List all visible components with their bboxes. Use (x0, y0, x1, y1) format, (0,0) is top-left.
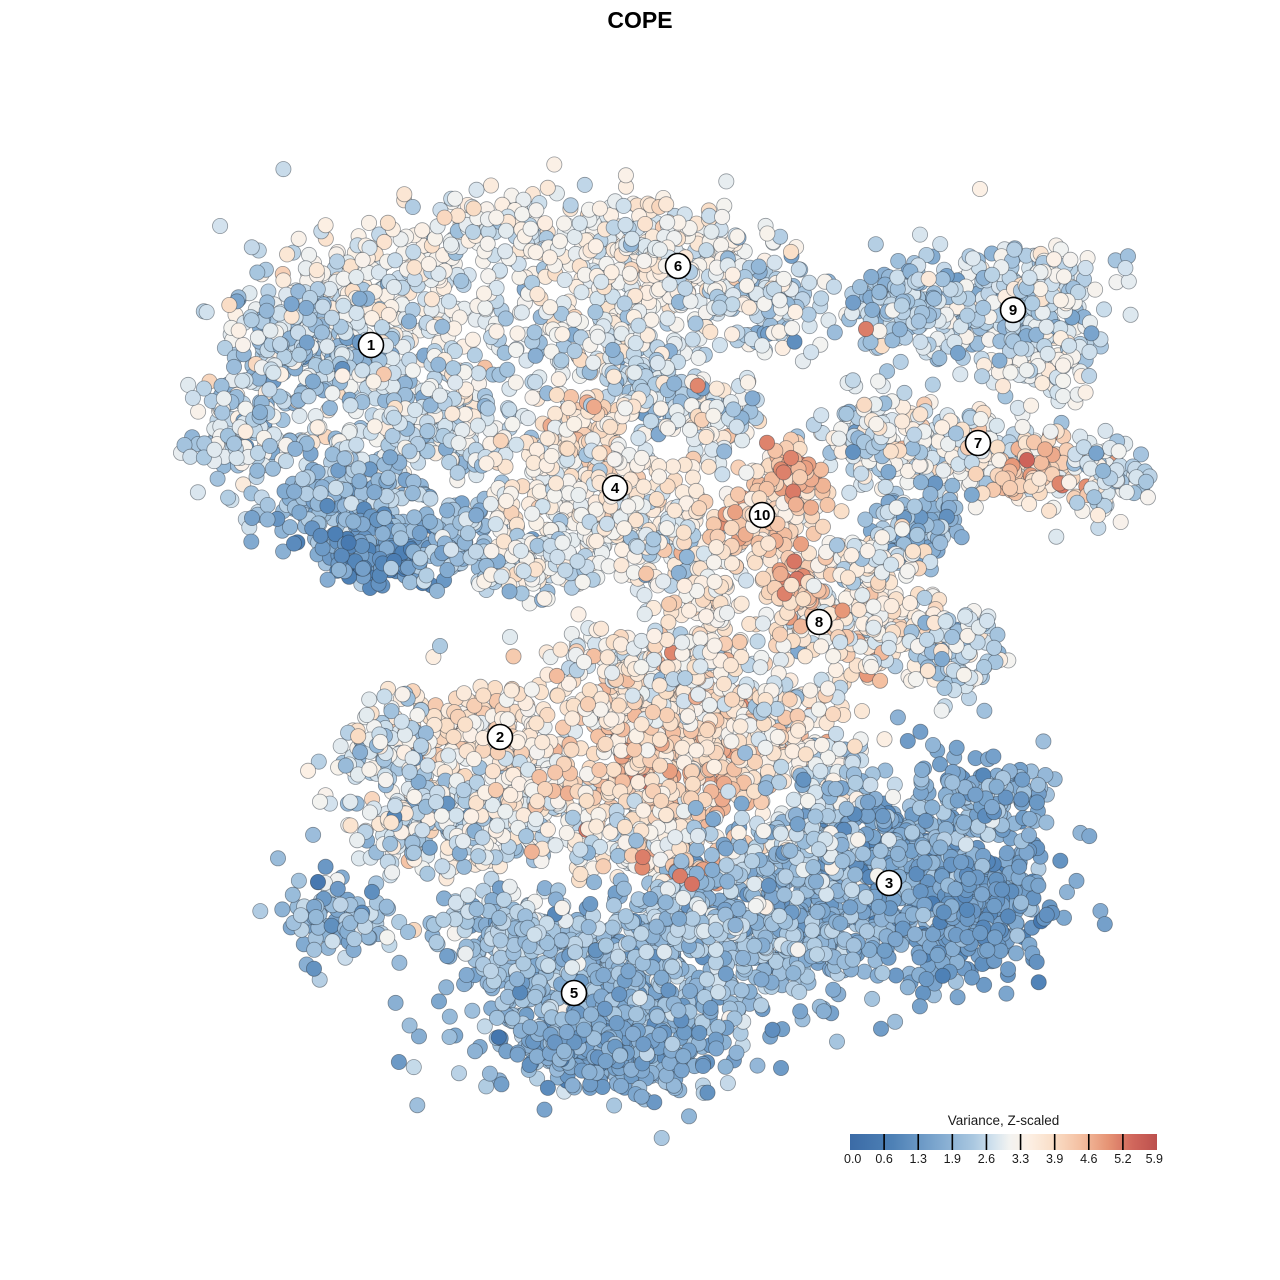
legend-tick-label: 5.2 (1114, 1152, 1131, 1166)
legend-tick-label: 3.9 (1046, 1152, 1063, 1166)
cluster-label-7: 7 (964, 429, 992, 457)
colorbar-tick-labels: 0.0 0.6 1.3 1.9 2.6 3.3 3.9 4.6 5.2 5.9 (844, 1152, 1163, 1166)
legend-tick-label: 0.6 (875, 1152, 892, 1166)
legend-tick-label: 4.6 (1080, 1152, 1097, 1166)
legend-tick-label: 5.9 (1146, 1152, 1163, 1166)
cluster-label-5: 5 (560, 979, 588, 1007)
colorbar-legend: Variance, Z-scaled 0.0 0.6 1.3 1.9 2.6 3.3 3.9… (844, 1113, 1163, 1166)
legend-tick-label: 1.9 (944, 1152, 961, 1166)
legend-title: Variance, Z-scaled (948, 1113, 1060, 1128)
legend-tick-label: 1.3 (910, 1152, 927, 1166)
cluster-label-9: 9 (999, 296, 1027, 324)
cluster-label-6: 6 (664, 252, 692, 280)
cluster-label-2: 2 (486, 723, 514, 751)
colorbar (850, 1134, 1157, 1150)
cluster-label-10: 10 (748, 501, 776, 529)
legend-tick-label: 3.3 (1012, 1152, 1029, 1166)
legend-tick-label: 2.6 (978, 1152, 995, 1166)
cluster-label-4: 4 (601, 474, 629, 502)
cluster-labels: 1 2 3 4 5 6 7 8 9 10 (357, 252, 1027, 1007)
cluster-label-8: 8 (805, 608, 833, 636)
cluster-label-3: 3 (875, 869, 903, 897)
colorbar-ticks (883, 1134, 1124, 1150)
cluster-label-1: 1 (357, 331, 385, 359)
plot-title: COPE (607, 7, 672, 33)
legend-tick-label: 0.0 (844, 1152, 861, 1166)
